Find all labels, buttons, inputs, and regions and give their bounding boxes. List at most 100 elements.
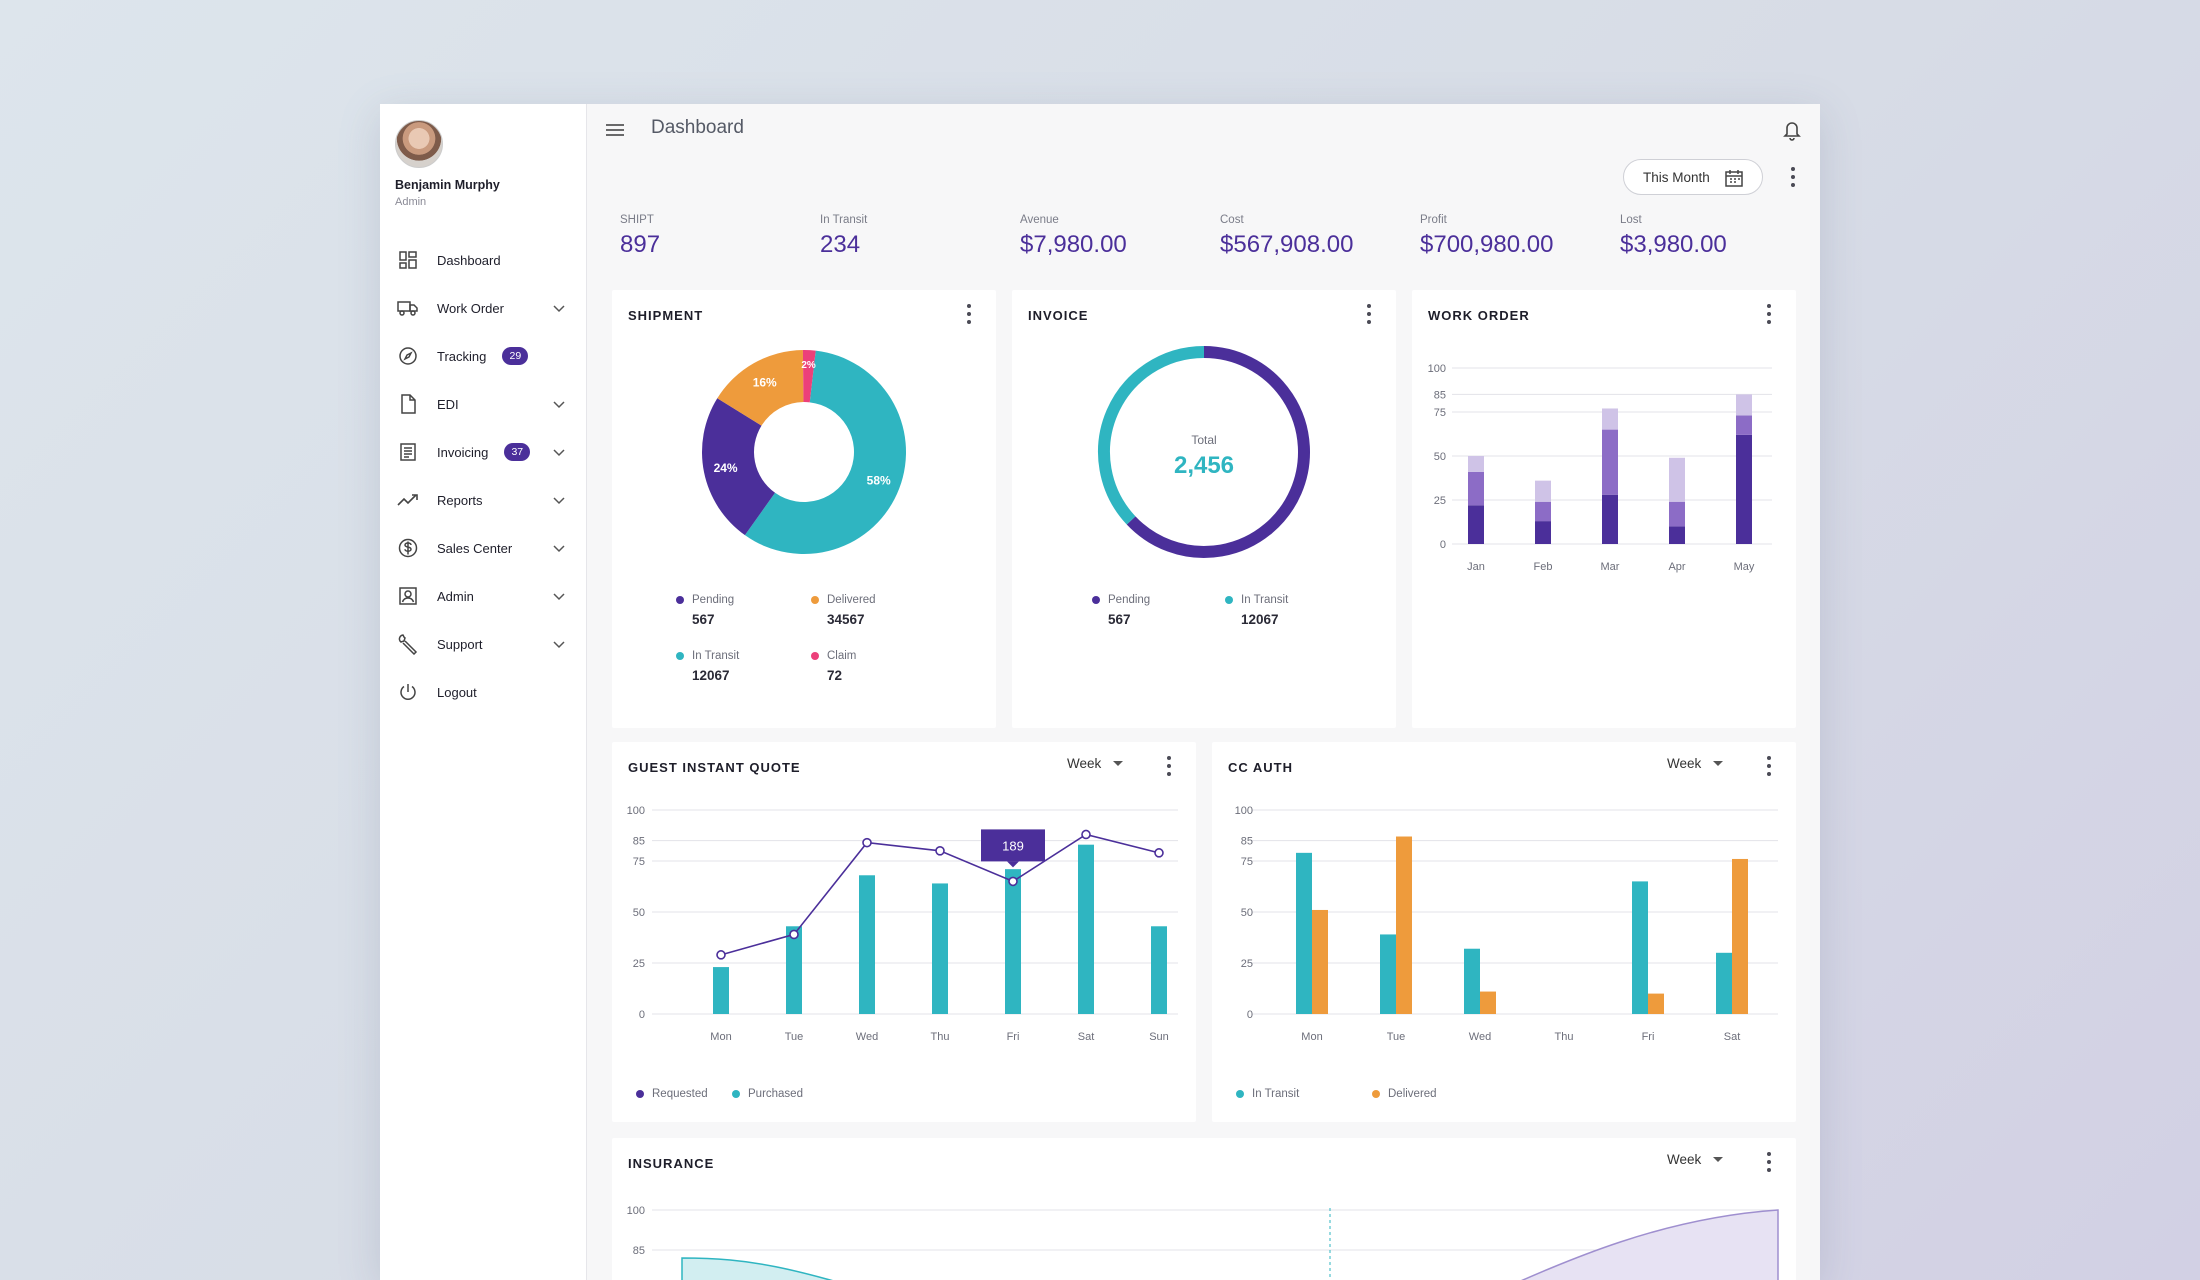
stat-label: Cost — [1220, 214, 1244, 226]
line-point — [935, 845, 945, 856]
bar — [1732, 858, 1748, 1014]
chevron-down-icon[interactable] — [551, 588, 567, 604]
more-options-icon[interactable] — [1366, 304, 1372, 324]
period-dropdown[interactable]: Week — [1067, 756, 1124, 771]
sidebar-item-invoicing[interactable]: Invoicing 37 — [380, 428, 587, 476]
legend-dot — [1225, 596, 1233, 604]
legend-dot — [1372, 1090, 1380, 1098]
insurance-card: INSURANCE Week 85 100 — [612, 1138, 1796, 1280]
more-options-icon[interactable] — [1166, 756, 1172, 776]
sidebar-item-label: Sales Center — [437, 540, 513, 556]
x-tick-label: Thu — [931, 1031, 950, 1043]
chevron-down-icon[interactable] — [551, 300, 567, 316]
line-point — [862, 837, 872, 848]
chevron-down-icon[interactable] — [551, 396, 567, 412]
more-options-icon[interactable] — [966, 304, 972, 324]
card-title: SHIPMENT — [628, 308, 704, 323]
legend-dot — [676, 652, 684, 660]
bar — [1396, 836, 1412, 1014]
bar-segment — [1602, 408, 1618, 430]
bar-segment — [1468, 471, 1484, 506]
sidebar-item-edi[interactable]: EDI — [380, 380, 587, 428]
chevron-down-icon[interactable] — [551, 540, 567, 556]
y-tick-label: 50 — [633, 907, 645, 919]
slice-label: 2% — [801, 360, 816, 371]
sidebar-item-admin[interactable]: Admin — [380, 572, 587, 620]
sidebar-item-label: Reports — [437, 492, 483, 508]
legend-item: In Transit 12067 — [676, 650, 739, 683]
truck-icon — [397, 297, 419, 319]
bar — [859, 875, 875, 1014]
legend-value: 72 — [827, 668, 843, 683]
page-more-icon[interactable] — [1790, 167, 1796, 187]
more-options-icon[interactable] — [1766, 1152, 1772, 1172]
period-dropdown[interactable]: Week — [1667, 1152, 1724, 1167]
x-tick-label: Mon — [710, 1031, 731, 1043]
card-title: INVOICE — [1028, 308, 1089, 323]
insurance-area-chart: 85 100 — [627, 1205, 1779, 1280]
trending-up-icon — [397, 489, 419, 511]
bar-segment — [1602, 494, 1618, 544]
legend-dot — [1092, 596, 1100, 604]
stat-label: SHIPT — [620, 214, 654, 226]
tooltip-box — [981, 829, 1045, 862]
top-bar: Dashboard — [588, 104, 1820, 156]
stat-lost: Lost $3,980.00 — [1620, 214, 1727, 259]
stat-avenue: Avenue $7,980.00 — [1020, 214, 1127, 259]
work-order-bar-chart: 0 25 50 75 85 100 Jan Feb Mar Apr May — [1428, 363, 1772, 573]
card-title: CC AUTH — [1228, 760, 1294, 775]
x-tick-label: Wed — [856, 1031, 878, 1043]
sidebar-item-sales-center[interactable]: Sales Center — [380, 524, 587, 572]
cc-auth-card: CC AUTH Week 0 25 50 75 85 100 Mon Tue Wed Thu Fri… — [1212, 742, 1796, 1122]
invoicing-count-badge: 37 — [504, 443, 531, 461]
sidebar-item-tracking[interactable]: Tracking 29 — [380, 332, 587, 380]
x-tick-label: Jan — [1467, 561, 1485, 573]
y-tick-label: 75 — [633, 856, 645, 868]
bar-segment — [1736, 434, 1752, 544]
menu-icon[interactable] — [604, 120, 626, 140]
sidebar-item-logout[interactable]: Logout — [380, 668, 587, 716]
sidebar-item-reports[interactable]: Reports — [380, 476, 587, 524]
y-tick-label: 85 — [1434, 389, 1446, 401]
work-order-card: WORK ORDER 0 25 50 75 85 100 Jan Feb Mar Apr May — [1412, 290, 1796, 728]
sidebar-item-label: Dashboard — [437, 252, 501, 268]
y-tick-label: 100 — [627, 805, 645, 817]
y-tick-label: 100 — [1235, 805, 1253, 817]
shipment-card: SHIPMENT 58% 24% 16% 2% Pending 567 Deliver… — [612, 290, 996, 728]
app-window: Benjamin Murphy Admin Dashboard Work Ord… — [380, 104, 1820, 1280]
avatar[interactable] — [395, 120, 443, 168]
legend-item: Delivered 34567 — [811, 594, 876, 627]
chevron-down-icon[interactable] — [551, 492, 567, 508]
bar-segment — [1602, 429, 1618, 495]
donut-slice — [702, 398, 776, 536]
bar — [713, 967, 729, 1014]
calendar-icon — [1725, 170, 1743, 187]
sidebar-item-label: Logout — [437, 684, 477, 700]
y-tick-label: 25 — [1434, 495, 1446, 507]
x-tick-label: Wed — [1469, 1031, 1491, 1043]
bar-segment — [1736, 394, 1752, 416]
sidebar-item-work-order[interactable]: Work Order — [380, 284, 587, 332]
stat-value: $567,908.00 — [1220, 231, 1354, 258]
y-tick-label: 0 — [639, 1009, 645, 1021]
wrench-icon — [397, 633, 419, 655]
legend-value: 567 — [692, 612, 715, 627]
legend-value: 12067 — [1241, 612, 1279, 627]
legend-dot — [1236, 1090, 1244, 1098]
chevron-down-icon[interactable] — [551, 444, 567, 460]
y-tick-label: 25 — [633, 958, 645, 970]
sidebar-item-dashboard[interactable]: Dashboard — [380, 236, 587, 284]
legend-label: In Transit — [1252, 1088, 1300, 1100]
period-select-button[interactable]: This Month — [1623, 159, 1763, 195]
more-options-icon[interactable] — [1766, 756, 1772, 776]
bar-segment — [1535, 521, 1551, 544]
bell-icon[interactable] — [1782, 119, 1802, 141]
guest-instant-quote-card: GUEST INSTANT QUOTE Week 0 25 50 75 85 100 Mon… — [612, 742, 1196, 1122]
card-title: GUEST INSTANT QUOTE — [628, 760, 801, 775]
chevron-down-icon[interactable] — [551, 636, 567, 652]
stat-in-transit: In Transit 234 — [820, 214, 867, 259]
bar — [1464, 948, 1480, 1014]
more-options-icon[interactable] — [1766, 304, 1772, 324]
period-dropdown[interactable]: Week — [1667, 756, 1724, 771]
sidebar-item-support[interactable]: Support — [380, 620, 587, 668]
